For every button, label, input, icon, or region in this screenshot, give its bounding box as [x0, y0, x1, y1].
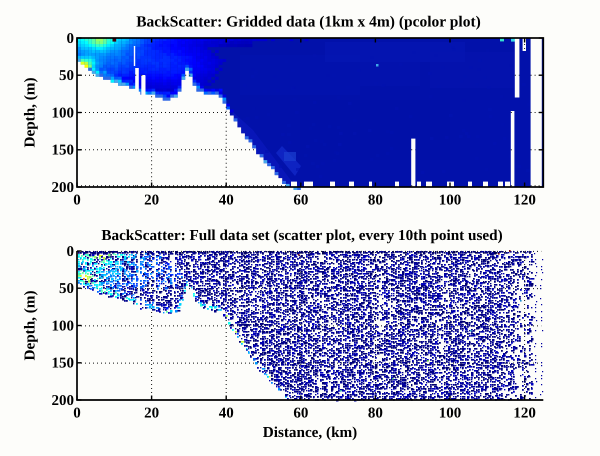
svg-text:100: 100 — [52, 105, 75, 121]
svg-text:BackScatter: Full data set (sc: BackScatter: Full data set (scatter plot… — [101, 227, 502, 244]
svg-text:200: 200 — [52, 180, 75, 196]
svg-text:100: 100 — [439, 193, 462, 209]
svg-text:50: 50 — [59, 68, 74, 84]
svg-text:200: 200 — [52, 393, 75, 409]
svg-text:20: 20 — [144, 193, 159, 209]
svg-text:150: 150 — [52, 356, 75, 372]
svg-text:Distance, (km): Distance, (km) — [263, 424, 357, 441]
svg-text:Depth, (m): Depth, (m) — [22, 77, 39, 147]
svg-text:0: 0 — [67, 31, 75, 47]
svg-text:150: 150 — [52, 143, 75, 159]
svg-text:Depth, (m): Depth, (m) — [22, 290, 39, 360]
svg-text:0: 0 — [73, 193, 81, 209]
svg-text:100: 100 — [439, 406, 462, 422]
svg-text:80: 80 — [368, 406, 383, 422]
svg-text:0: 0 — [67, 244, 75, 260]
svg-text:60: 60 — [293, 406, 308, 422]
svg-text:0: 0 — [73, 406, 81, 422]
svg-text:50: 50 — [59, 281, 74, 297]
svg-text:120: 120 — [513, 406, 536, 422]
svg-text:60: 60 — [293, 193, 308, 209]
svg-text:20: 20 — [144, 406, 159, 422]
svg-text:80: 80 — [368, 193, 383, 209]
svg-text:120: 120 — [513, 193, 536, 209]
svg-text:BackScatter: Gridded data (1km: BackScatter: Gridded data (1km x 4m) (pc… — [136, 14, 481, 31]
svg-text:40: 40 — [219, 193, 234, 209]
svg-text:40: 40 — [219, 406, 234, 422]
svg-text:100: 100 — [52, 318, 75, 334]
